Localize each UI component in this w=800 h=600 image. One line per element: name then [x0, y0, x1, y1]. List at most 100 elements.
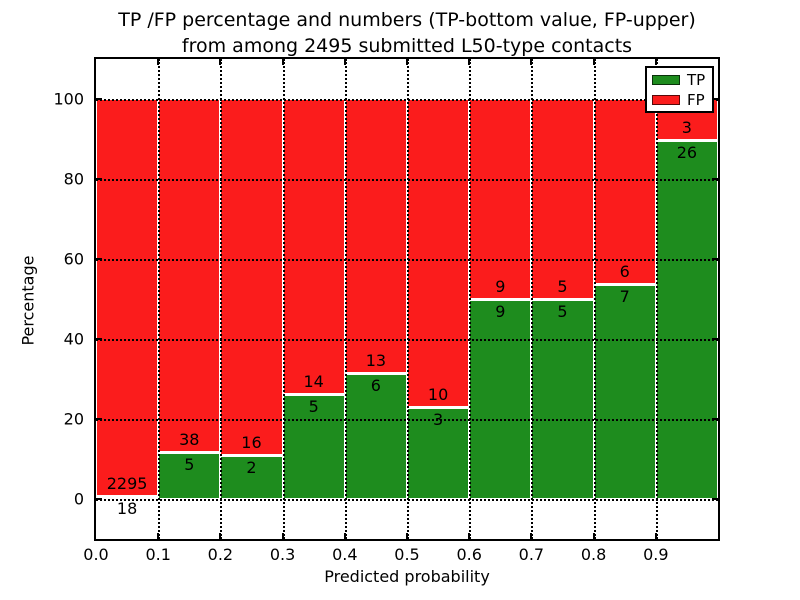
x-tick-mark [343, 533, 346, 539]
x-tick-mark [530, 59, 533, 65]
x-tick-label: 0.2 [207, 545, 234, 564]
tp-count-label: 5 [308, 396, 319, 416]
bar-segment-fp [531, 99, 594, 299]
fp-count-label: 9 [495, 277, 506, 296]
x-tick-mark [219, 533, 222, 539]
tp-count-label: 2 [246, 457, 257, 477]
y-tick-mark [712, 258, 718, 260]
x-tick-label: 0.7 [518, 545, 545, 564]
x-tick-mark [406, 59, 408, 65]
y-axis-label: Percentage [18, 255, 38, 346]
x-tick-mark [406, 533, 408, 539]
fp-count-label: 6 [619, 261, 630, 281]
x-tick-mark [343, 59, 346, 65]
bar-segment-tp [655, 140, 718, 499]
x-tick-mark [592, 533, 595, 539]
y-tick-mark [712, 98, 718, 100]
bar-segment-fp [96, 99, 159, 496]
y-tick-label: 80 [63, 169, 84, 189]
y-tick-label: 20 [63, 409, 84, 429]
y-tick-mark [96, 418, 102, 420]
y-tick-mark [96, 498, 102, 500]
bar-segment-tp [469, 299, 532, 499]
bar-segment-fp [407, 99, 470, 407]
bar-segment-tp [531, 299, 594, 499]
vertical-gridline [469, 59, 472, 539]
bar-segment-fp [469, 99, 532, 299]
bar-segment-tp [96, 495, 159, 499]
legend: TP FP [645, 66, 714, 113]
fp-count-label: 38 [179, 430, 200, 450]
vertical-gridline [593, 59, 596, 539]
x-tick-label: 0.5 [394, 545, 420, 564]
y-tick-label: 40 [63, 329, 84, 349]
bar-segment-tp [593, 283, 656, 499]
x-tick-mark [157, 533, 160, 539]
horizontal-gridline [96, 179, 718, 181]
fp-count-label: 14 [303, 371, 324, 391]
vertical-gridline [158, 59, 161, 539]
bar-segment-tp [282, 393, 345, 499]
x-tick-label: 0.8 [580, 545, 607, 564]
x-tick-label: 0.0 [83, 545, 109, 564]
horizontal-gridline [96, 99, 718, 101]
x-tick-label: 0.4 [332, 545, 358, 564]
tp-count-label: 6 [370, 375, 381, 395]
tp-count-label: 3 [433, 409, 444, 429]
vertical-gridline [220, 59, 223, 539]
tp-count-label: 9 [495, 302, 506, 321]
tp-count-label: 18 [116, 498, 138, 518]
x-tick-label: 0.1 [145, 545, 171, 564]
x-tick-mark [157, 59, 160, 65]
fp-count-label: 13 [365, 350, 387, 370]
bar-segment-tp [344, 372, 407, 499]
bar-segment-fp [220, 99, 283, 455]
horizontal-gridline [96, 499, 718, 501]
y-tick-label: 100 [53, 89, 84, 109]
legend-entry-fp: FP [652, 92, 707, 108]
x-tick-mark [468, 533, 471, 539]
bar-segment-fp [158, 99, 221, 453]
y-tick-mark [96, 178, 102, 180]
x-tick-mark [468, 59, 471, 65]
horizontal-gridline [96, 339, 718, 341]
tp-count-label: 5 [557, 302, 568, 321]
vertical-gridline [407, 59, 409, 539]
y-tick-mark [712, 338, 718, 340]
y-tick-label: 60 [63, 249, 84, 269]
x-tick-mark [592, 59, 595, 65]
vertical-gridline [282, 59, 285, 539]
legend-label-tp: TP [687, 70, 706, 89]
x-tick-label: 0.9 [643, 545, 669, 564]
x-tick-label: 0.6 [456, 545, 482, 564]
x-tick-label: 0.3 [269, 545, 296, 564]
fp-count-label: 3 [681, 118, 692, 138]
bar-segment-fp [344, 99, 407, 373]
chart-title: TP /FP percentage and numbers (TP-bottom… [96, 7, 718, 59]
chart-title-line1: TP /FP percentage and numbers (TP-bottom… [118, 9, 696, 31]
horizontal-gridline [96, 259, 718, 261]
y-tick-mark [96, 338, 102, 340]
x-tick-mark [281, 533, 284, 539]
y-tick-mark [712, 178, 718, 180]
fp-count-label: 5 [557, 277, 568, 296]
chart-title-line2: from among 2495 submitted L50-type conta… [181, 35, 633, 57]
bar-segment-fp [282, 99, 345, 394]
y-tick-mark [712, 498, 718, 500]
y-tick-mark [96, 98, 102, 100]
y-tick-mark [96, 258, 102, 260]
x-axis-label: Predicted probability [324, 567, 490, 586]
y-tick-label: 0 [73, 489, 84, 509]
tp-color-swatch [652, 74, 680, 85]
plot-area: 2295 18 38 5 16 2 14 5 13 6 10 3 9 9 5 5 6 7 3 26 [94, 57, 720, 541]
bar-segment-tp [158, 452, 221, 499]
legend-label-fp: FP [687, 90, 705, 109]
vertical-gridline [655, 59, 658, 539]
legend-entry-tp: TP [652, 72, 707, 88]
tp-count-label: 26 [676, 143, 698, 163]
vertical-gridline [344, 59, 347, 539]
bar-segment-fp [593, 99, 656, 284]
horizontal-gridline [96, 419, 718, 421]
y-tick-mark [712, 418, 718, 420]
